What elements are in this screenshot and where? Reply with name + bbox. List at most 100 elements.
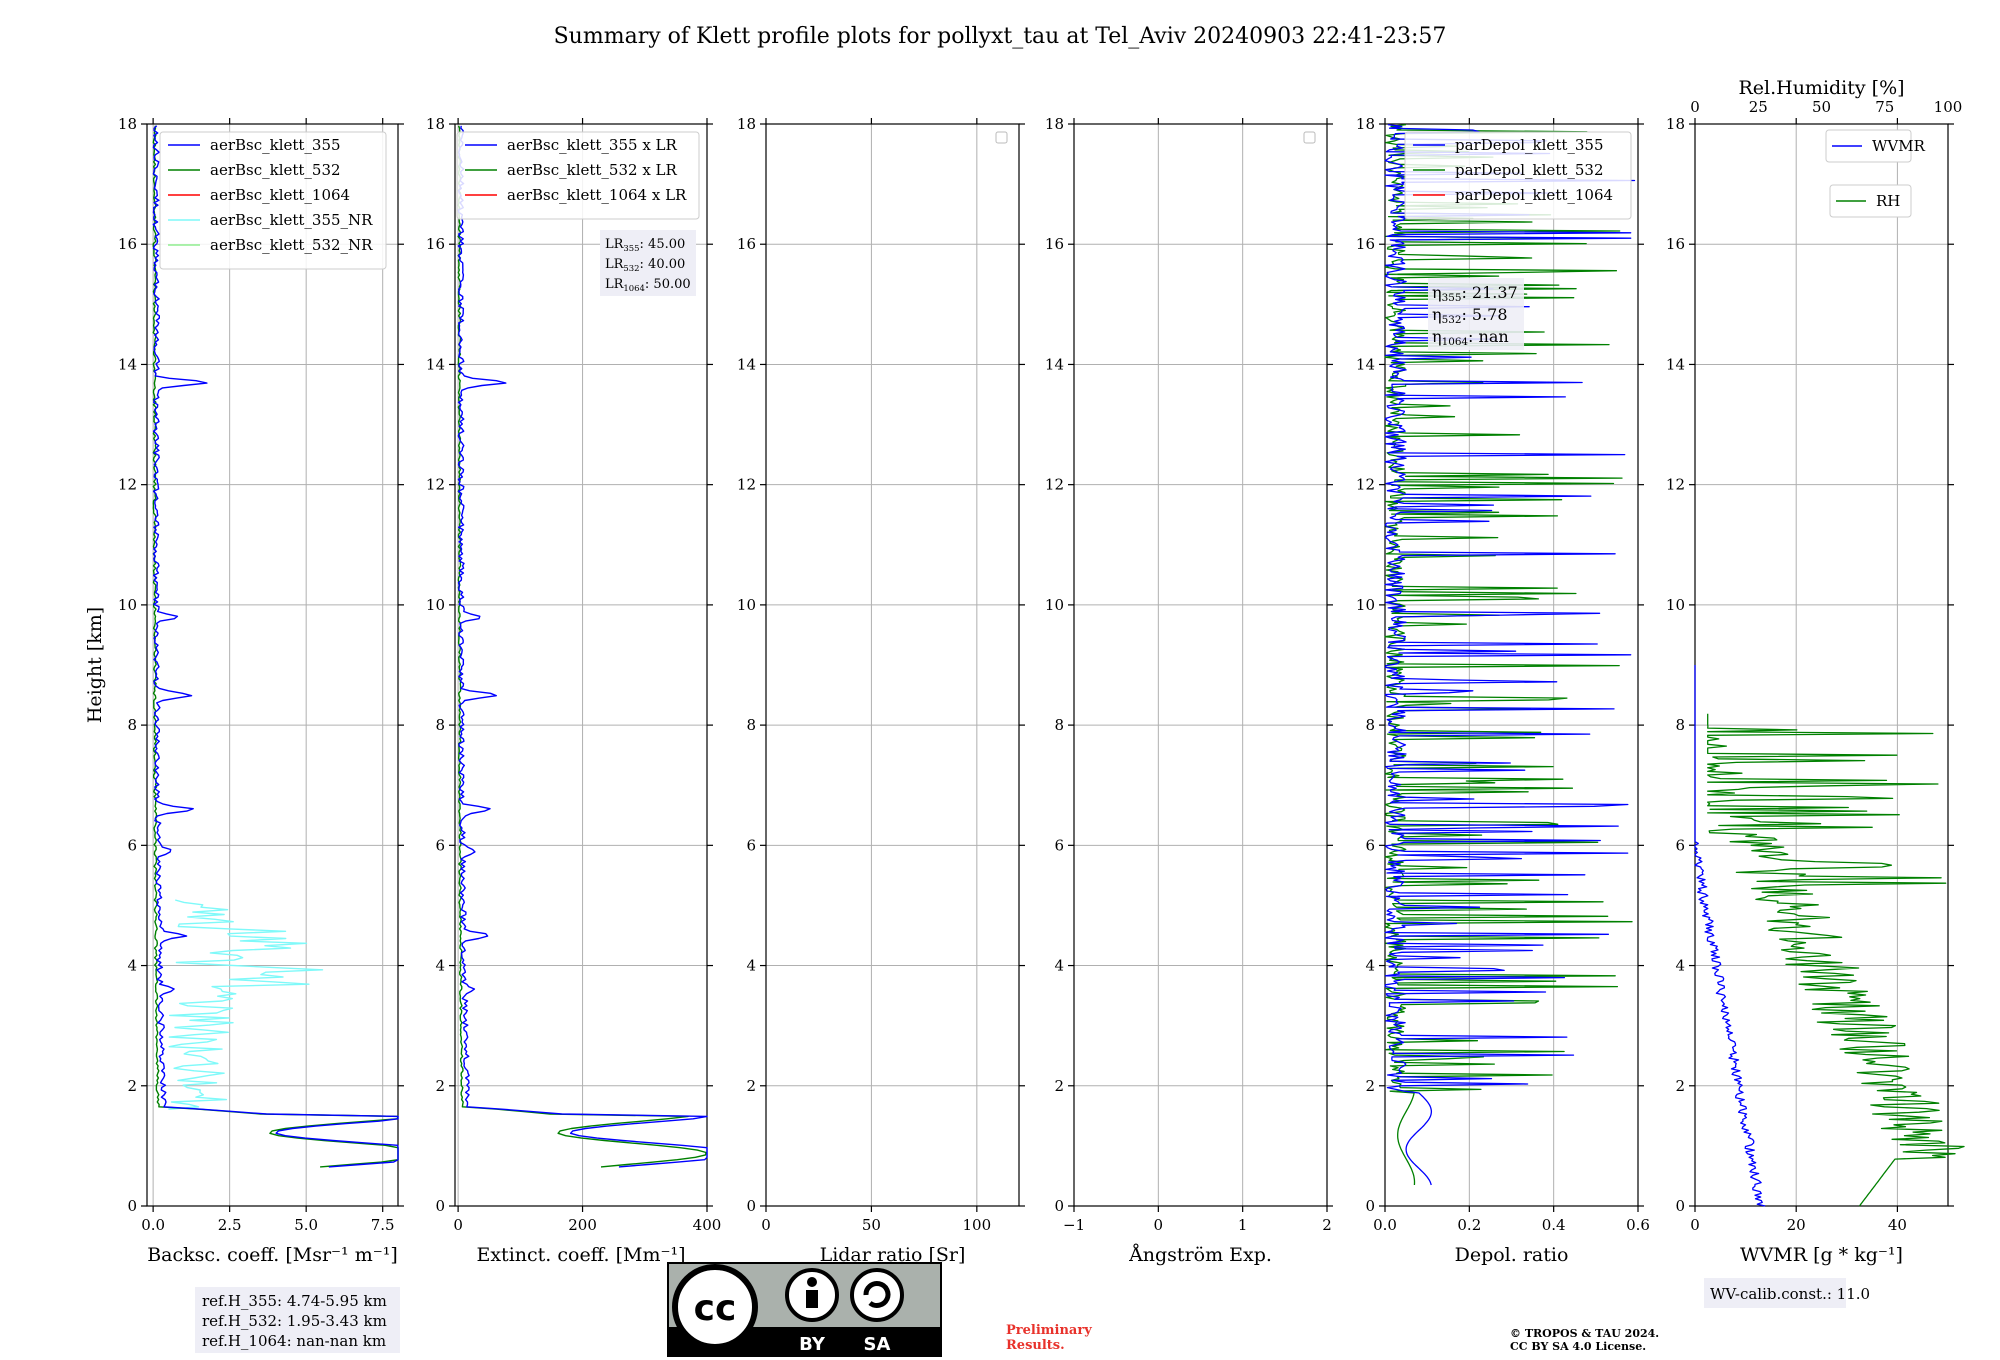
legend-empty — [995, 131, 1008, 144]
annotation-symbol: LR — [605, 257, 625, 272]
y-tick-label: 2 — [1365, 1077, 1375, 1095]
x-axis-label: Extinct. coeff. [Mm⁻¹] — [476, 1244, 685, 1266]
x-axis-label: Lidar ratio [Sr] — [820, 1244, 966, 1266]
y-tick-label: 16 — [1045, 235, 1064, 253]
legend-box — [456, 131, 700, 220]
top-x-tick-label: 100 — [1934, 98, 1963, 116]
x-axis-label: WVMR [g * kg⁻¹] — [1740, 1244, 1903, 1266]
annotation-symbol: LR — [605, 277, 625, 292]
figure-title: Summary of Klett profile plots for polly… — [554, 24, 1447, 49]
annotation-symbol: η — [1432, 327, 1442, 346]
x-tick-label: −1 — [1063, 1216, 1085, 1234]
x-tick-label: 400 — [693, 1216, 722, 1234]
y-tick-label: 2 — [746, 1077, 756, 1095]
sa-text: SA — [864, 1334, 891, 1355]
y-axis-label: Height [km] — [84, 607, 106, 723]
preliminary-notice: Preliminary — [1006, 1323, 1092, 1338]
y-tick-label: 6 — [127, 836, 137, 854]
y-tick-label: 12 — [118, 476, 137, 494]
x-axis-label: Depol. ratio — [1455, 1244, 1569, 1266]
by-head — [807, 1277, 817, 1287]
y-tick-label: 18 — [1356, 115, 1375, 133]
x-tick-label: 40 — [1888, 1216, 1907, 1234]
y-tick-label: 2 — [127, 1077, 137, 1095]
legend-label: aerBsc_klett_532 — [210, 161, 341, 179]
legend-label: aerBsc_klett_532_NR — [210, 236, 373, 254]
legend-label: WVMR — [1872, 137, 1926, 155]
y-tick-label: 18 — [118, 115, 137, 133]
y-tick-label: 16 — [426, 235, 445, 253]
annotation-box — [1428, 278, 1524, 350]
axes-frame — [146, 123, 399, 1207]
x-tick-label: 0 — [453, 1216, 463, 1234]
y-tick-label: 12 — [1356, 476, 1375, 494]
top-x-tick-label: 25 — [1749, 98, 1768, 116]
annotation-value: : 40.00 — [640, 257, 686, 272]
profile-line — [1707, 713, 1965, 1207]
annotation-line: η1064: nan — [1432, 327, 1509, 348]
top-x-tick-label: 50 — [1812, 98, 1831, 116]
ref-height-text: ref.H_1064: nan-nan km — [202, 1332, 386, 1350]
y-tick-label: 0 — [746, 1197, 756, 1215]
panel-bsc: 0 2 4 6 8 10 12 14 16 18 0.0 2.5 5.0 7.5 Backsc. coeff… — [84, 115, 404, 1353]
x-tick-label: 0.6 — [1626, 1216, 1650, 1234]
ref-height-text: ref.H_355: 4.74-5.95 km — [202, 1292, 387, 1310]
x-tick-label: 2 — [1322, 1216, 1332, 1234]
legend-label: aerBsc_klett_355 — [210, 136, 341, 154]
y-tick-label: 18 — [426, 115, 445, 133]
x-tick-label: 20 — [1787, 1216, 1806, 1234]
annotation-subscript: 532 — [1442, 314, 1462, 326]
axes-frame — [1384, 123, 1639, 1207]
y-tick-label: 8 — [435, 716, 445, 734]
y-tick-label: 14 — [1666, 355, 1685, 373]
x-tick-label: 200 — [568, 1216, 597, 1234]
x-tick-label: 0.0 — [141, 1216, 165, 1234]
y-tick-label: 0 — [127, 1197, 137, 1215]
x-tick-label: 0.4 — [1542, 1216, 1566, 1234]
y-tick-label: 4 — [435, 957, 445, 975]
legend-label: parDepol_klett_532 — [1455, 161, 1604, 179]
y-tick-label: 12 — [737, 476, 756, 494]
y-tick-label: 4 — [1365, 957, 1375, 975]
panel-wv: 0 2 4 6 8 10 12 14 16 18 0 20 40 WVMR [g * kg⁻¹] 0 25 50… — [1666, 77, 1965, 1308]
panel-depol: 0 2 4 6 8 10 12 14 16 18 0.0 0.2 0.4 0.6 Depol. ratio p… — [1356, 115, 1650, 1266]
x-tick-label: 0 — [1690, 1216, 1700, 1234]
annotation-subscript: 355 — [1442, 292, 1462, 304]
top-x-tick-label: 75 — [1875, 98, 1894, 116]
ref-height-text: ref.H_532: 1.95-3.43 km — [202, 1312, 387, 1330]
y-tick-label: 16 — [118, 235, 137, 253]
sa-icon — [850, 1268, 904, 1322]
profile-line — [1694, 665, 1766, 1207]
panel-lr: 0 2 4 6 8 10 12 14 16 18 0 50 100 Lidar ratio [Sr] — [737, 115, 1025, 1266]
x-axis-label: Backsc. coeff. [Msr⁻¹ m⁻¹] — [147, 1244, 398, 1266]
axes-frame — [1073, 123, 1328, 1207]
annotation-symbol: η — [1432, 283, 1442, 302]
annotation-value: : 21.37 — [1461, 283, 1517, 302]
y-tick-label: 6 — [1054, 836, 1064, 854]
y-tick-label: 14 — [737, 355, 756, 373]
y-tick-label: 6 — [1365, 836, 1375, 854]
y-tick-label: 14 — [426, 355, 445, 373]
legend-label: parDepol_klett_355 — [1455, 136, 1604, 154]
legend-label: aerBsc_klett_355_NR — [210, 211, 373, 229]
y-tick-label: 2 — [1675, 1077, 1685, 1095]
x-tick-label: 7.5 — [371, 1216, 395, 1234]
legend-box — [1825, 129, 1912, 163]
top-x-tick-label: 0 — [1690, 98, 1700, 116]
copyright-notice: CC BY SA 4.0 License. — [1510, 1340, 1646, 1353]
annotation-line: η532: 5.78 — [1432, 305, 1508, 326]
y-tick-label: 6 — [746, 836, 756, 854]
legend-label: aerBsc_klett_532 x LR — [507, 161, 678, 179]
annotation-box — [1704, 1278, 1846, 1308]
annotation-value: : 5.78 — [1461, 305, 1507, 324]
axes-frame — [1694, 123, 1949, 1207]
top-x-axis-label: Rel.Humidity [%] — [1738, 77, 1904, 99]
annotation-subscript: 355 — [623, 243, 639, 253]
y-tick-label: 14 — [1356, 355, 1375, 373]
axes-frame — [765, 123, 1020, 1207]
legend: aerBsc_klett_355 aerBsc_klett_532 aerBsc_k… — [159, 131, 387, 270]
by-body — [806, 1290, 818, 1308]
